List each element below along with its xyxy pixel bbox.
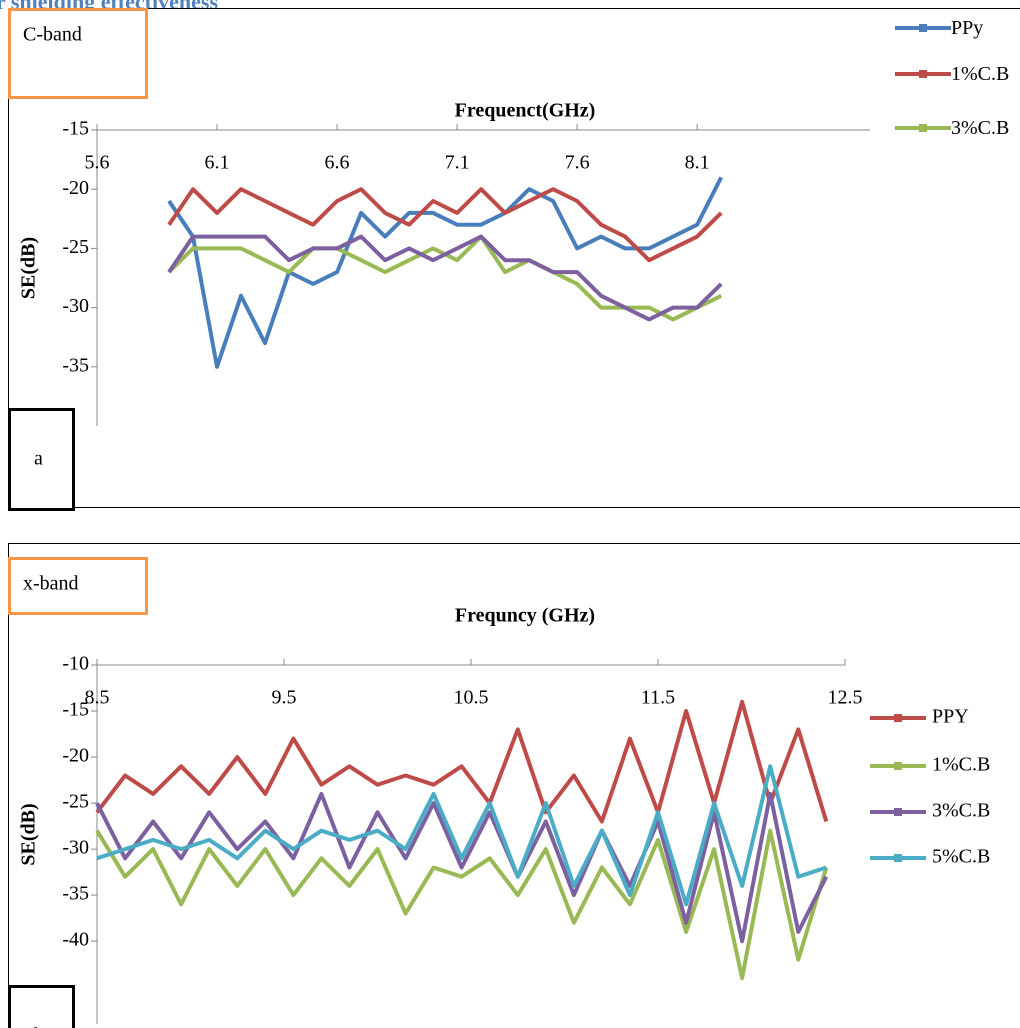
y-tick-label: -30: [62, 295, 89, 317]
x-tick-label: 11.5: [641, 687, 675, 709]
y-tick-label: -35: [62, 883, 89, 905]
legend-marker: [894, 762, 902, 770]
band-box: [8, 8, 148, 99]
data-line: [95, 828, 829, 980]
x-tick-label: 8.1: [685, 152, 710, 174]
legend-marker: [894, 854, 902, 862]
band-label: C-band: [23, 24, 82, 46]
legend-marker: [919, 70, 927, 78]
y-tick-label: -30: [62, 837, 89, 859]
data-line: [95, 791, 829, 944]
y-tick-label: -10: [62, 653, 89, 675]
panel-box: [8, 408, 75, 511]
legend-label: PPY: [932, 706, 969, 728]
x-axis-title: Frequenct(GHz): [455, 100, 596, 122]
y-tick-label: -40: [62, 929, 89, 951]
y-axis-title: SE(dB): [18, 803, 40, 865]
y-axis-title: SE(dB): [18, 237, 40, 299]
x-tick-label: 7.6: [565, 152, 590, 174]
legend-text: PPy: [951, 17, 984, 39]
legend-label: 3%C.B: [932, 800, 990, 822]
x-axis-title: Frequncy (GHz): [455, 605, 595, 627]
data-line: [167, 234, 723, 322]
y-tick-label: -20: [62, 177, 89, 199]
x-tick-label: 6.6: [325, 152, 350, 174]
legend-label: PPy: [951, 17, 984, 39]
band-box: [8, 557, 148, 615]
y-tick-label: -25: [62, 791, 89, 813]
x-tick-label: 5.6: [85, 152, 110, 174]
legend-text: 1%C.B: [951, 63, 1010, 85]
legend-label: 1%C.B: [932, 754, 990, 776]
x-tick-label: 6.1: [205, 152, 230, 174]
legend-marker: [894, 714, 902, 722]
chart-frame: [8, 8, 1020, 508]
band-label: x-band: [23, 573, 79, 595]
y-tick-label: -20: [62, 745, 89, 767]
panel-box: [8, 985, 75, 1028]
chart-frame: [8, 543, 1020, 1028]
y-tick-label: -15: [62, 118, 89, 140]
panel-label: a: [34, 448, 43, 470]
y-tick-label: -35: [62, 354, 89, 376]
legend-label: 1%C.B: [951, 63, 1010, 85]
x-tick-label: 10.5: [454, 687, 489, 709]
x-tick-label: 12.5: [828, 687, 863, 709]
legend-marker: [894, 808, 902, 816]
data-line: [167, 187, 723, 263]
data-line: [96, 764, 827, 907]
x-tick-label: 9.5: [272, 687, 297, 709]
legend-label: 5%C.B: [932, 846, 990, 868]
y-tick-label: -25: [62, 236, 89, 258]
x-tick-label: 7.1: [445, 152, 470, 174]
y-tick-label: -15: [62, 699, 89, 721]
data-line: [167, 176, 723, 369]
data-line: [95, 699, 829, 824]
panel-label: b: [34, 1025, 44, 1028]
legend-marker: [919, 124, 927, 132]
legend-marker: [919, 24, 927, 32]
x-tick-label: 8.5: [85, 687, 110, 709]
legend-label: 3%C.B: [951, 117, 1010, 139]
legend-text: 3%C.B: [951, 117, 1010, 139]
